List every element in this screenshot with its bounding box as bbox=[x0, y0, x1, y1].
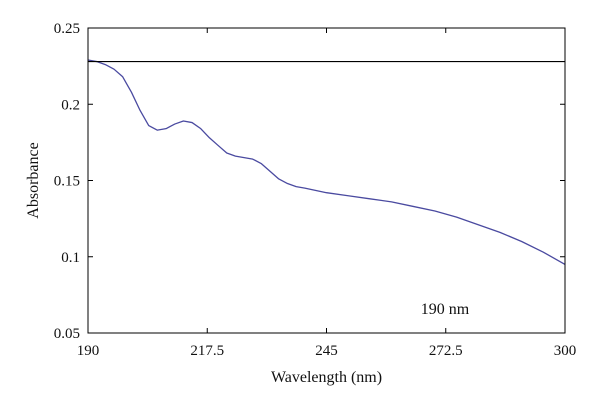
y-axis-title: Absorbance bbox=[25, 142, 42, 218]
x-tick-label: 217.5 bbox=[190, 343, 224, 359]
y-tick-label: 0.05 bbox=[54, 326, 80, 342]
y-tick-label: 0.15 bbox=[54, 174, 80, 190]
absorbance-series-line bbox=[87, 59, 566, 265]
y-tick-label: 0.1 bbox=[61, 250, 80, 266]
plot-frame bbox=[87, 27, 566, 334]
y-tick-label: 0.25 bbox=[54, 21, 80, 37]
y-tick-label: 0.2 bbox=[61, 97, 80, 113]
axis-tick-labels: 190 217.5 245 272.5 300 0.05 0.1 0.15 0.2 0.25 bbox=[54, 21, 577, 359]
axis-ticks bbox=[87, 27, 566, 334]
x-tick-label: 300 bbox=[554, 343, 577, 359]
plot-lines bbox=[87, 59, 566, 265]
x-tick-label: 245 bbox=[315, 343, 338, 359]
x-tick-label: 190 bbox=[77, 343, 100, 359]
chart-annotation: 190 nm bbox=[421, 301, 470, 318]
x-tick-label: 272.5 bbox=[429, 343, 463, 359]
x-axis-title: Wavelength (nm) bbox=[271, 369, 382, 386]
